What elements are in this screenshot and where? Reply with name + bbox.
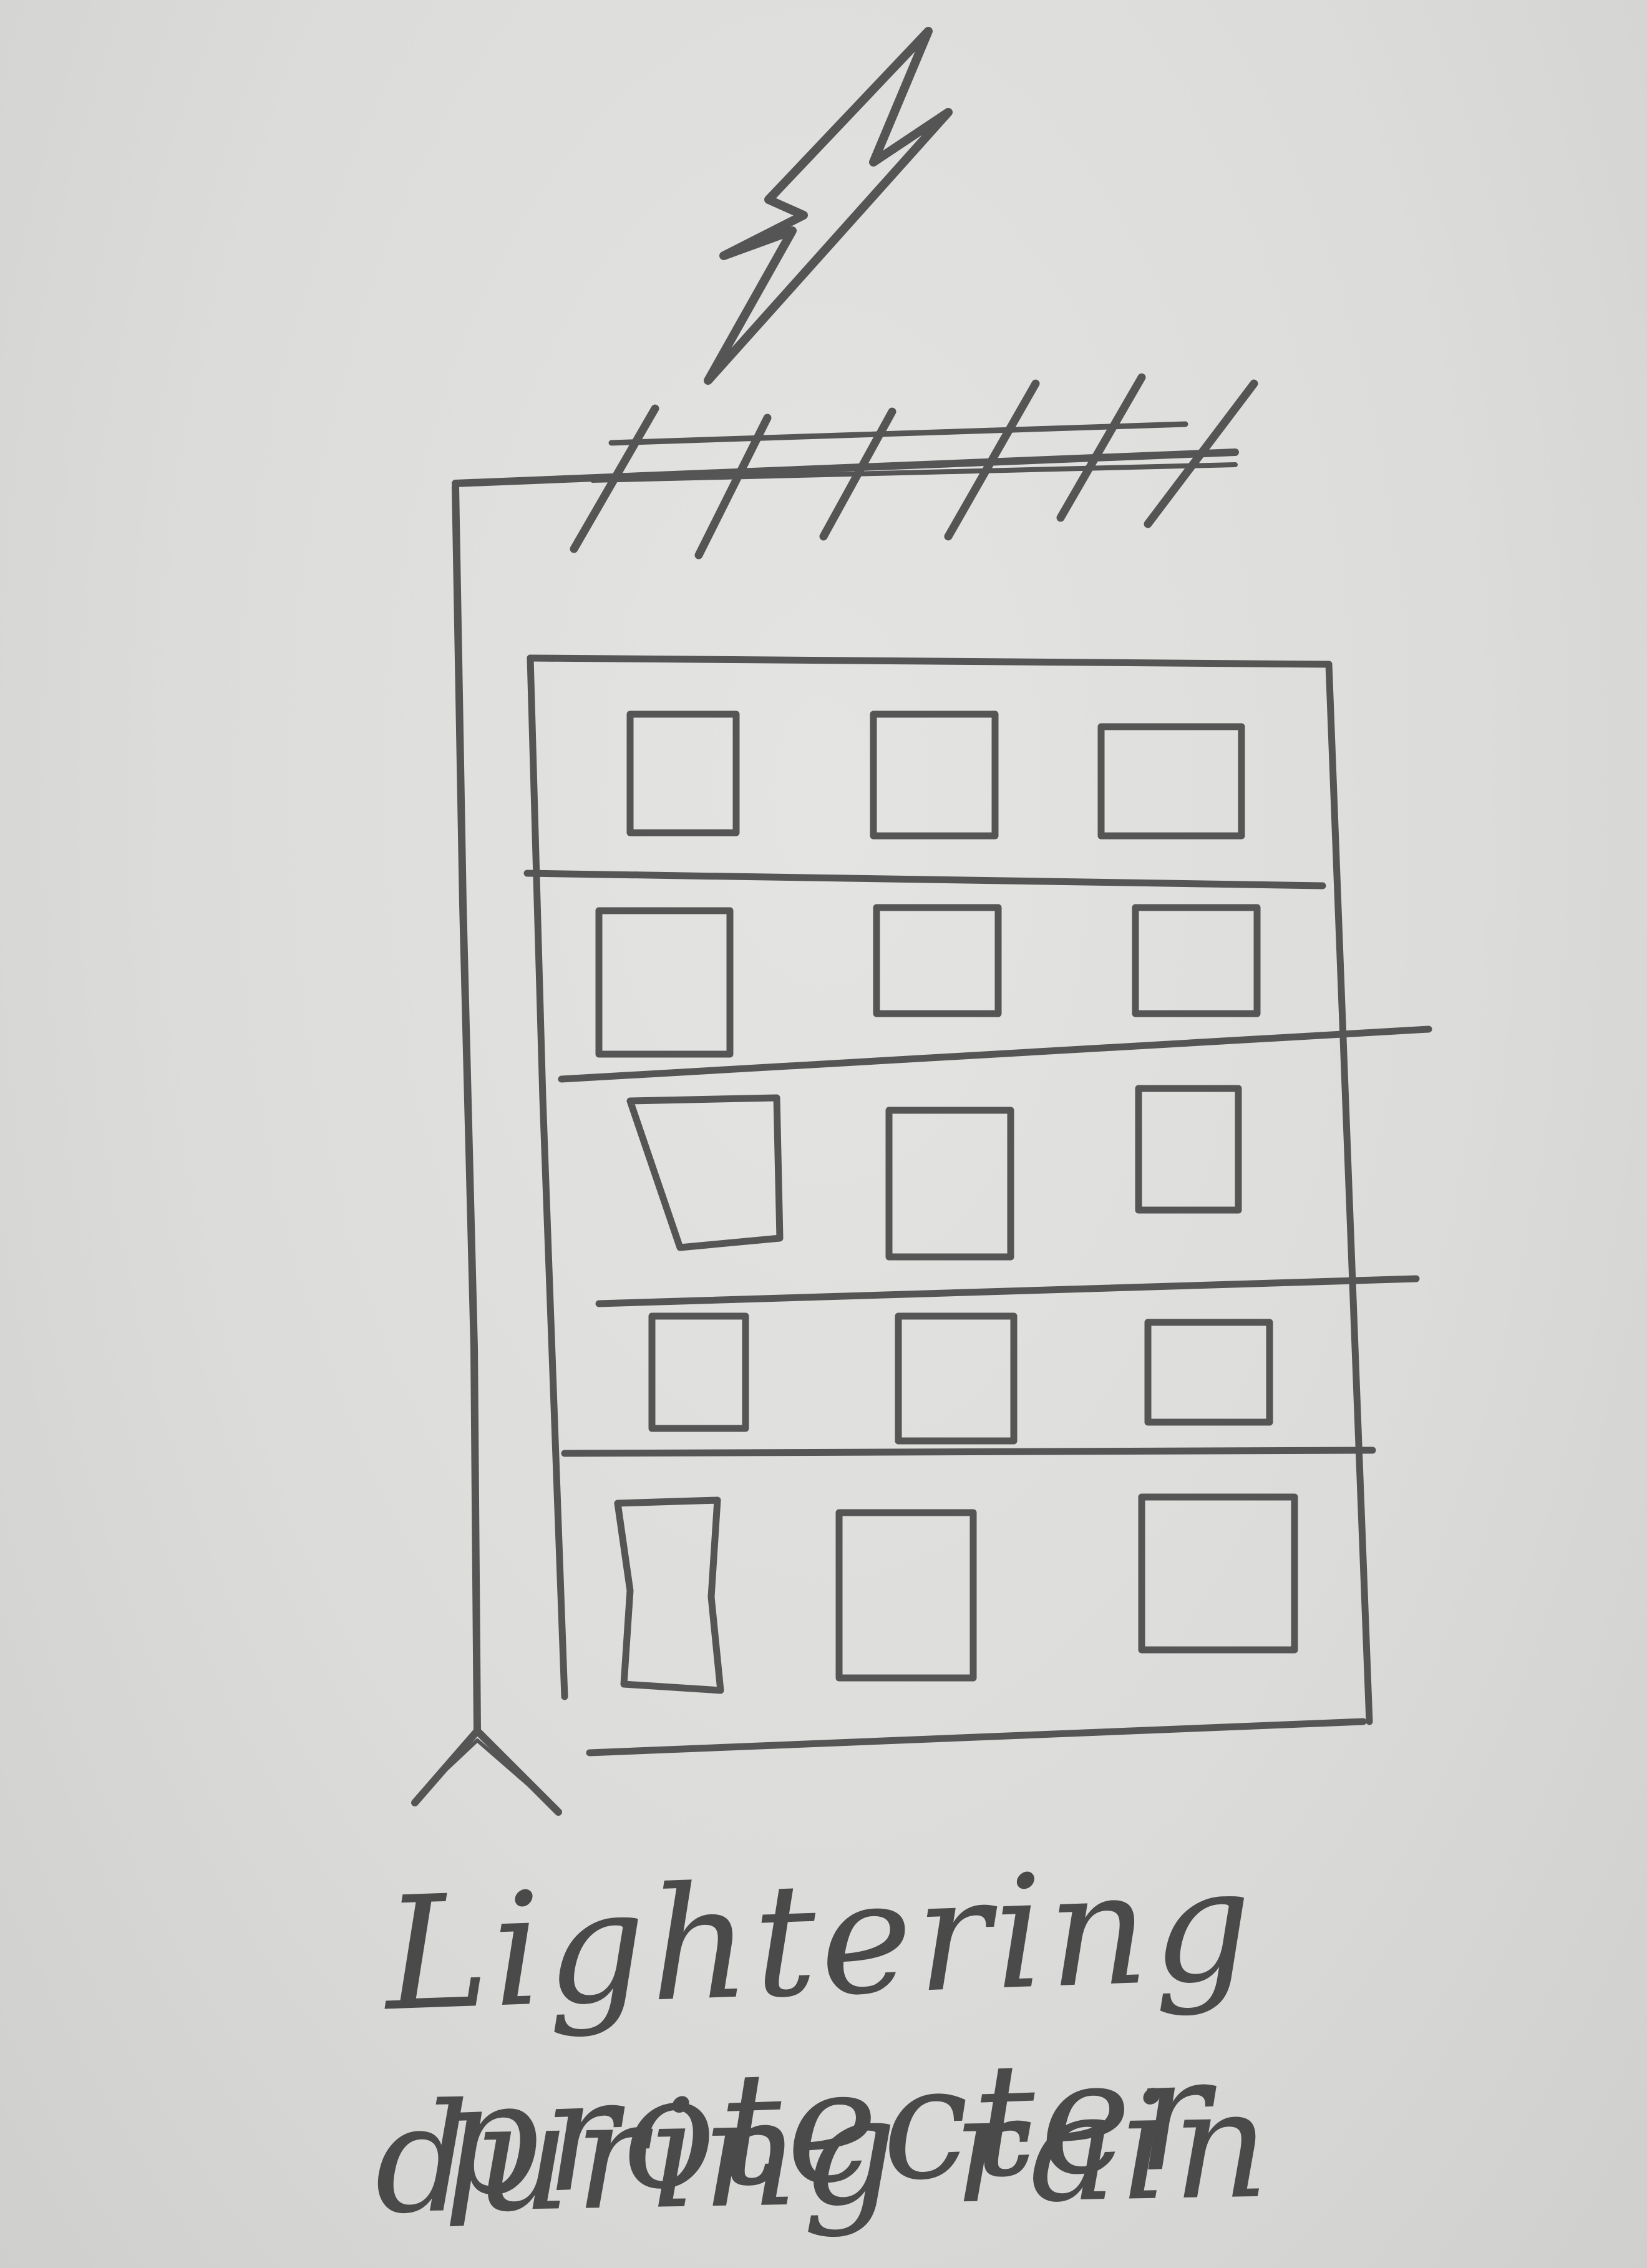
building bbox=[523, 654, 1432, 1757]
ground-terminal-icon bbox=[422, 1738, 551, 1805]
windows bbox=[595, 710, 1298, 1694]
arrester-spikes bbox=[570, 373, 1258, 560]
lightning-arrester bbox=[452, 373, 1258, 560]
down-conductor bbox=[411, 483, 562, 1816]
caption-line-2: during rain bbox=[372, 2057, 1274, 2247]
lightning-bolt-icon bbox=[704, 27, 953, 385]
